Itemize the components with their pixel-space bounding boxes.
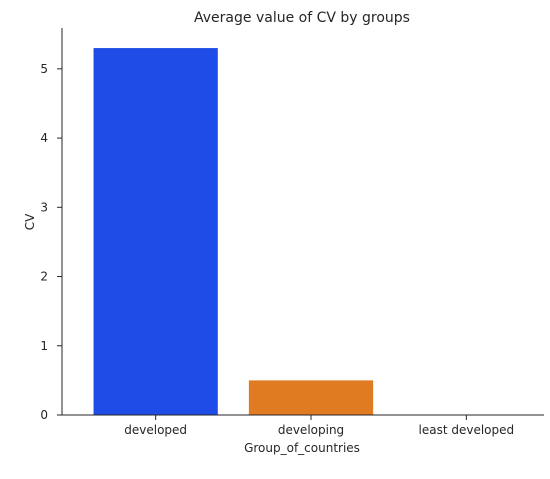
y-tick-label: 5 xyxy=(40,62,48,76)
y-axis-label: CV xyxy=(23,213,37,230)
y-tick-label: 4 xyxy=(40,131,48,145)
bars xyxy=(93,48,374,415)
x-tick-label: developed xyxy=(124,423,187,437)
y-axis-ticks: 0 1 2 3 4 5 xyxy=(40,62,62,422)
bar-developed xyxy=(93,48,218,415)
y-tick-label: 1 xyxy=(40,339,48,353)
x-tick-label: developing xyxy=(278,423,344,437)
y-tick-label: 3 xyxy=(40,200,48,214)
x-axis-ticks: developed developing least developed xyxy=(124,415,514,437)
chart-title: Average value of CV by groups xyxy=(194,10,410,26)
y-tick-label: 0 xyxy=(40,408,48,422)
x-tick-label: least developed xyxy=(419,423,515,437)
x-axis-label: Group_of_countries xyxy=(244,441,360,455)
y-tick-label: 2 xyxy=(40,270,48,284)
bar-developing xyxy=(248,380,374,415)
